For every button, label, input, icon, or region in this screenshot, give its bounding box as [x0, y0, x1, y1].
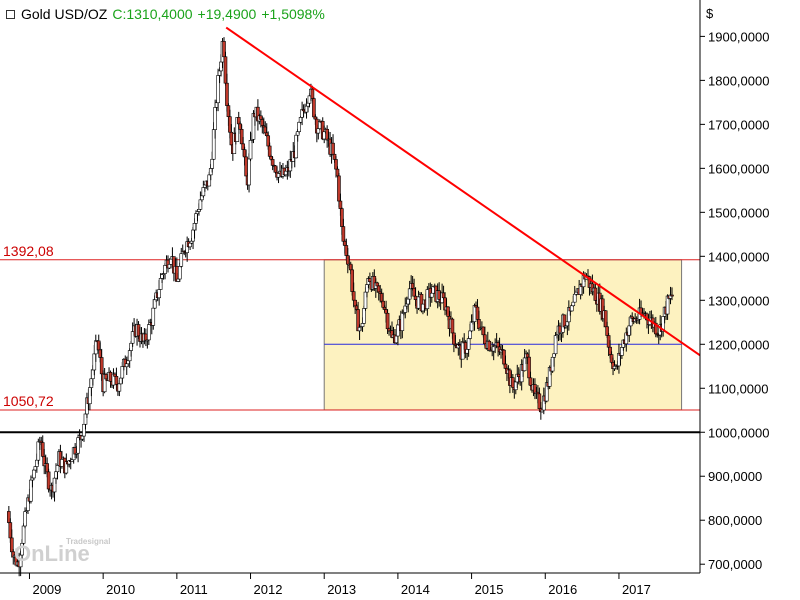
price-change-percent: +1,5098%	[261, 6, 325, 22]
price-tick-label: 1700,0000	[708, 117, 769, 132]
price-tick-label: 1200,0000	[708, 337, 769, 352]
price-tick-label: 900,0000	[708, 469, 762, 484]
candle-body	[151, 307, 156, 326]
candle-body	[310, 88, 315, 99]
candle-body	[413, 295, 418, 300]
price-tick-label: 1600,0000	[708, 161, 769, 176]
candle-body	[55, 465, 60, 473]
time-tick-label: 2012	[254, 582, 283, 597]
time-tick-label: 2013	[327, 582, 356, 597]
candle-body	[385, 312, 390, 330]
time-tick-label: 2009	[32, 582, 61, 597]
trendline-layer	[225, 26, 701, 357]
watermark: Tradesignal OnLine	[14, 537, 110, 566]
time-tick-label: 2011	[180, 582, 208, 597]
candle-body	[341, 226, 346, 242]
price-tick-label: 1900,0000	[708, 29, 769, 44]
candle-body	[117, 383, 122, 392]
candle-body	[225, 82, 229, 106]
time-tick-label: 2014	[401, 582, 430, 597]
candle-body	[23, 511, 27, 527]
candle-body	[163, 265, 167, 274]
price-tick-label: 1000,0000	[708, 425, 769, 440]
price-tick-label: 1300,0000	[708, 293, 769, 308]
candle-body	[670, 294, 674, 297]
price-tick-label: 1800,0000	[708, 73, 769, 88]
price-axis[interactable]: 700,0000 800,0000 900,0000 1000,0000 1100,00…	[700, 29, 769, 572]
candle-body	[400, 312, 405, 331]
candle-body	[396, 324, 400, 337]
level-label-1: 1050,72	[3, 393, 54, 409]
watermark-top-text: Tradesignal	[66, 537, 110, 546]
time-tick-label: 2016	[548, 582, 577, 597]
candle-body	[247, 158, 251, 186]
level-label-0: 1392,08	[3, 243, 54, 259]
price-axis-unit: $	[706, 6, 714, 21]
candle-body	[179, 253, 184, 267]
time-axis[interactable]: 2009 2010 2011 2012 2013 2014 2015 2016 2017	[28, 573, 651, 597]
candle-body	[147, 324, 151, 341]
range-box-layer	[323, 259, 683, 411]
price-tick-label: 1400,0000	[708, 249, 769, 264]
price-tick-label: 1100,0000	[708, 381, 769, 396]
collapse-toggle-icon[interactable]	[6, 9, 15, 19]
watermark-brand-text: OnLine	[14, 541, 90, 566]
candle-body	[32, 469, 36, 479]
close-price: C:1310,4000	[112, 6, 193, 22]
candle-body	[351, 291, 356, 301]
price-tick-label: 800,0000	[708, 513, 762, 528]
time-tick-label: 2010	[106, 582, 135, 597]
candle-body	[429, 292, 434, 298]
candle-body	[466, 338, 471, 350]
instrument-name: Gold USD/OZ	[21, 6, 108, 22]
candle-body	[157, 289, 161, 299]
price-change: +19,4900	[197, 6, 257, 22]
horizontal-lines-layer: 1392,08 1050,72	[0, 243, 700, 434]
consolidation-range-box	[323, 259, 683, 411]
price-tick-label: 700,0000	[708, 557, 762, 572]
candle-body	[331, 142, 335, 155]
candle-body	[477, 319, 481, 330]
candle-body	[450, 318, 455, 334]
downtrend-line[interactable]	[225, 26, 701, 357]
time-tick-label: 2015	[475, 582, 504, 597]
time-tick-label: 2017	[622, 582, 651, 597]
candle-body	[210, 158, 215, 169]
candle-body	[360, 323, 365, 327]
price-tick-label: 1500,0000	[708, 205, 769, 220]
candles-layer	[7, 37, 674, 577]
candle-body	[571, 301, 576, 307]
candle-body	[60, 459, 64, 467]
candle-body	[312, 98, 316, 118]
candle-body	[297, 121, 301, 132]
candle-body	[229, 131, 234, 146]
chart-title-bar: Gold USD/OZ C:1310,4000 +19,4900 +1,5098…	[6, 4, 330, 24]
candle-body	[177, 266, 182, 280]
